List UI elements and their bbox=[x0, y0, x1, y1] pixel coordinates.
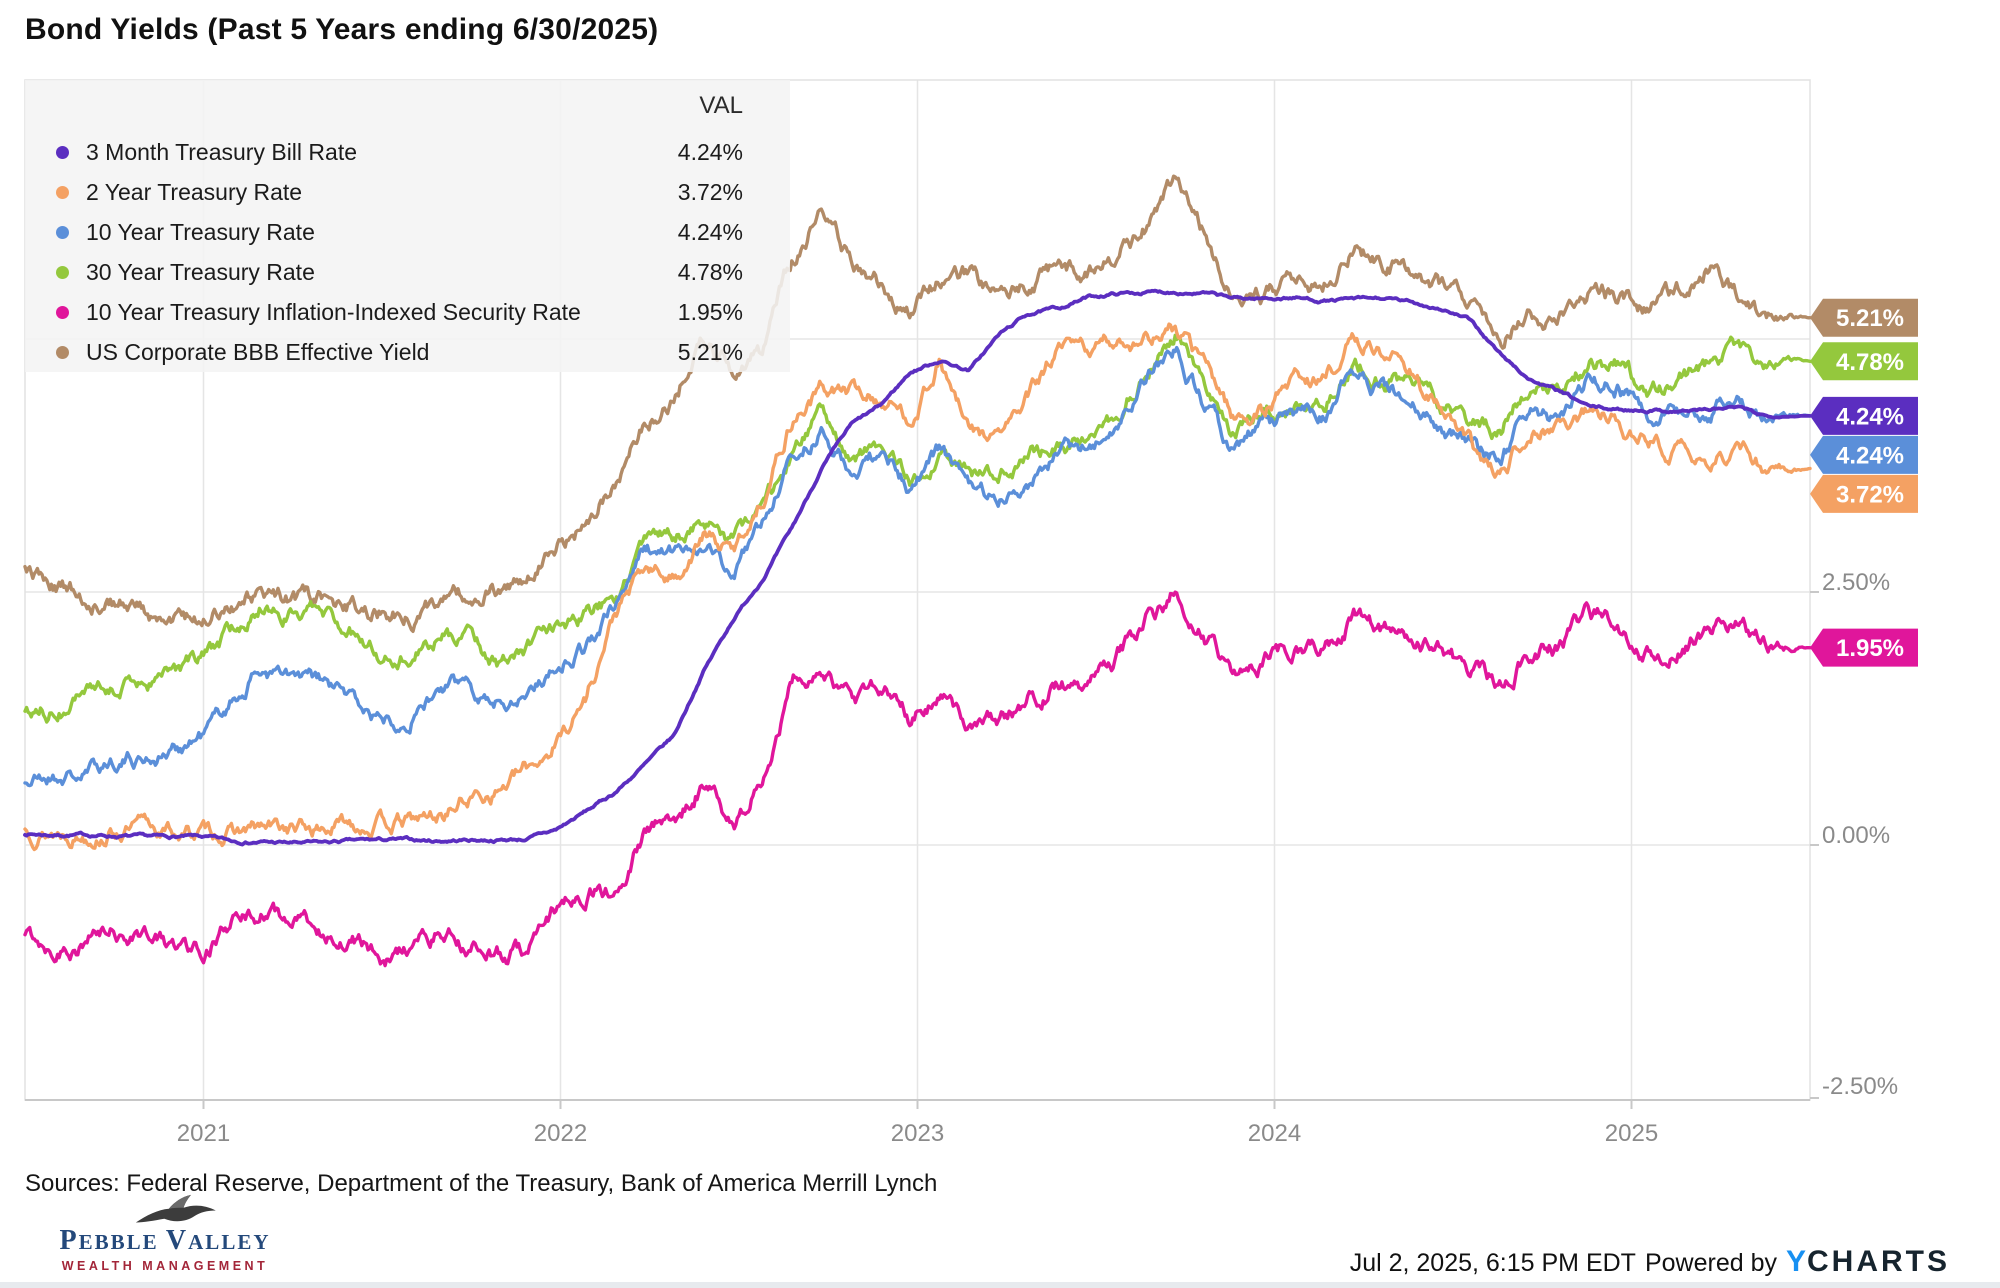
logo-letter: V bbox=[165, 1225, 189, 1256]
logo-wordmark: PEBBLE VALLEY bbox=[34, 1227, 296, 1255]
legend-item-label: 3 Month Treasury Bill Rate bbox=[86, 138, 358, 165]
legend-item-label: 10 Year Treasury Inflation-Indexed Secur… bbox=[86, 298, 581, 325]
badge-shape bbox=[1810, 396, 1918, 435]
legend-item-label: 30 Year Treasury Rate bbox=[86, 258, 315, 285]
ycharts-wordmark: CHARTS bbox=[1807, 1245, 1950, 1278]
badge-shape bbox=[1810, 435, 1918, 474]
chart-title: Bond Yields (Past 5 Years ending 6/30/20… bbox=[25, 13, 659, 46]
logo-letter: P bbox=[59, 1225, 79, 1256]
badge-value: 4.24% bbox=[1836, 403, 1904, 430]
y-axis-label-0.00%: 0.00% bbox=[1822, 822, 1890, 849]
value-badge-10-year-treasury-rate: 4.24% bbox=[1810, 435, 1918, 474]
series-line-3-month-treasury-bill-rate bbox=[23, 288, 1812, 847]
powered-by-label: Powered by bbox=[1644, 1249, 1777, 1277]
legend-item-label: US Corporate BBB Effective Yield bbox=[86, 338, 430, 365]
legend-item-10-year-treasury-inflation-indexed-security-rate[interactable]: 10 Year Treasury Inflation-Indexed Secur… bbox=[25, 292, 790, 332]
value-badge-30-year-treasury-rate: 4.78% bbox=[1810, 342, 1918, 381]
value-badge-10-year-treasury-inflation-indexed-security-rate: 1.95% bbox=[1810, 628, 1918, 667]
value-badges: 5.21% 4.78% 4.24% 4.24% 3.72% 1.95% bbox=[1810, 298, 1918, 667]
badge-shape bbox=[1810, 342, 1918, 381]
legend-item-value: 4.78% bbox=[677, 258, 743, 285]
badge-shape bbox=[1810, 298, 1918, 337]
legend-color-dot-icon bbox=[56, 305, 69, 319]
legend-item-value: 5.21% bbox=[677, 338, 743, 365]
legend-val-header: VAL bbox=[699, 92, 743, 119]
legend-item-value: 1.95% bbox=[677, 298, 743, 325]
series-line-us-corporate-bbb-effective-yield bbox=[23, 174, 1812, 633]
legend-color-dot-icon bbox=[56, 345, 69, 359]
y-axis-label-2.50%: 2.50% bbox=[1822, 569, 1890, 596]
x-axis-label-2025: 2025 bbox=[1605, 1120, 1658, 1147]
legend-color-dot-icon bbox=[56, 265, 69, 279]
axis-ticks bbox=[202, 591, 1819, 1109]
badge-value: 3.72% bbox=[1836, 481, 1904, 508]
x-axis-label-2022: 2022 bbox=[534, 1120, 587, 1147]
legend-item-30-year-treasury-rate[interactable]: 30 Year Treasury Rate 4.78% bbox=[25, 252, 790, 292]
ycharts-logo: YCHARTS bbox=[1786, 1245, 1950, 1279]
legend-color-dot-icon bbox=[56, 225, 69, 239]
legend-item-3-month-treasury-bill-rate[interactable]: 3 Month Treasury Bill Rate 4.24% bbox=[25, 132, 790, 172]
value-badge-3-month-treasury-bill-rate: 4.24% bbox=[1810, 396, 1918, 435]
badge-value: 4.78% bbox=[1836, 349, 1904, 376]
badge-shape bbox=[1810, 474, 1918, 513]
badge-value: 1.95% bbox=[1836, 635, 1904, 662]
series-line-2-year-treasury-rate bbox=[23, 322, 1812, 852]
legend-color-dot-icon bbox=[56, 145, 69, 159]
legend-color-dot-icon bbox=[56, 185, 69, 199]
logo-letters: ALLEY bbox=[188, 1230, 271, 1254]
footer-stamp: Jul 2, 2025, 6:15 PM EDT Powered by YCHA… bbox=[1350, 1245, 1950, 1279]
legend-rows: 3 Month Treasury Bill Rate 4.24% 2 Year Tr… bbox=[25, 132, 790, 372]
series-line-10-year-treasury-rate bbox=[23, 345, 1812, 788]
legend-item-2-year-treasury-rate[interactable]: 2 Year Treasury Rate 3.72% bbox=[25, 172, 790, 212]
series-lines bbox=[23, 174, 1812, 968]
legend-item-label: 10 Year Treasury Rate bbox=[86, 218, 315, 245]
eagle-icon bbox=[135, 1194, 216, 1223]
legend-item-us-corporate-bbb-effective-yield[interactable]: US Corporate BBB Effective Yield 5.21% bbox=[25, 332, 790, 372]
pebble-valley-logo: PEBBLE VALLEY WEALTH MANAGEMENT bbox=[34, 1194, 296, 1273]
x-axis-label-2024: 2024 bbox=[1248, 1120, 1301, 1147]
series-line-10-year-treasury-inflation-indexed-security-rate bbox=[23, 590, 1812, 968]
x-axis-label-2021: 2021 bbox=[177, 1120, 230, 1147]
badge-shape bbox=[1810, 628, 1918, 667]
sources-note: Sources: Federal Reserve, Department of … bbox=[25, 1170, 938, 1197]
bond-yields-line-chart: 2021 2022 2023 2024 2025 2.50% 0.00% -2.50% 5.21… bbox=[23, 79, 1918, 1147]
y-axis-label--2.50%: -2.50% bbox=[1822, 1073, 1898, 1100]
badge-value: 5.21% bbox=[1836, 305, 1904, 332]
legend-item-value: 4.24% bbox=[677, 138, 743, 165]
legend-item-label: 2 Year Treasury Rate bbox=[86, 178, 303, 205]
legend-item-value: 4.24% bbox=[677, 218, 743, 245]
legend-panel: VAL 3 Month Treasury Bill Rate 4.24% 2 Yea… bbox=[25, 80, 790, 372]
value-badge-2-year-treasury-rate: 3.72% bbox=[1810, 474, 1918, 513]
value-badge-us-corporate-bbb-effective-yield: 5.21% bbox=[1810, 298, 1918, 337]
x-axis-label-2023: 2023 bbox=[891, 1120, 944, 1147]
axis-labels: 2021 2022 2023 2024 2025 2.50% 0.00% -2.50% bbox=[177, 569, 1898, 1147]
logo-letters: EBBLE bbox=[78, 1230, 166, 1254]
timestamp: Jul 2, 2025, 6:15 PM EDT bbox=[1349, 1249, 1636, 1277]
legend-item-value: 3.72% bbox=[677, 178, 743, 205]
logo-subtitle: WEALTH MANAGEMENT bbox=[61, 1259, 269, 1273]
ycharts-y-glyph: Y bbox=[1785, 1245, 1807, 1278]
badge-value: 4.24% bbox=[1836, 442, 1904, 469]
legend-item-10-year-treasury-rate[interactable]: 10 Year Treasury Rate 4.24% bbox=[25, 212, 790, 252]
bottom-strip bbox=[0, 1282, 2000, 1288]
